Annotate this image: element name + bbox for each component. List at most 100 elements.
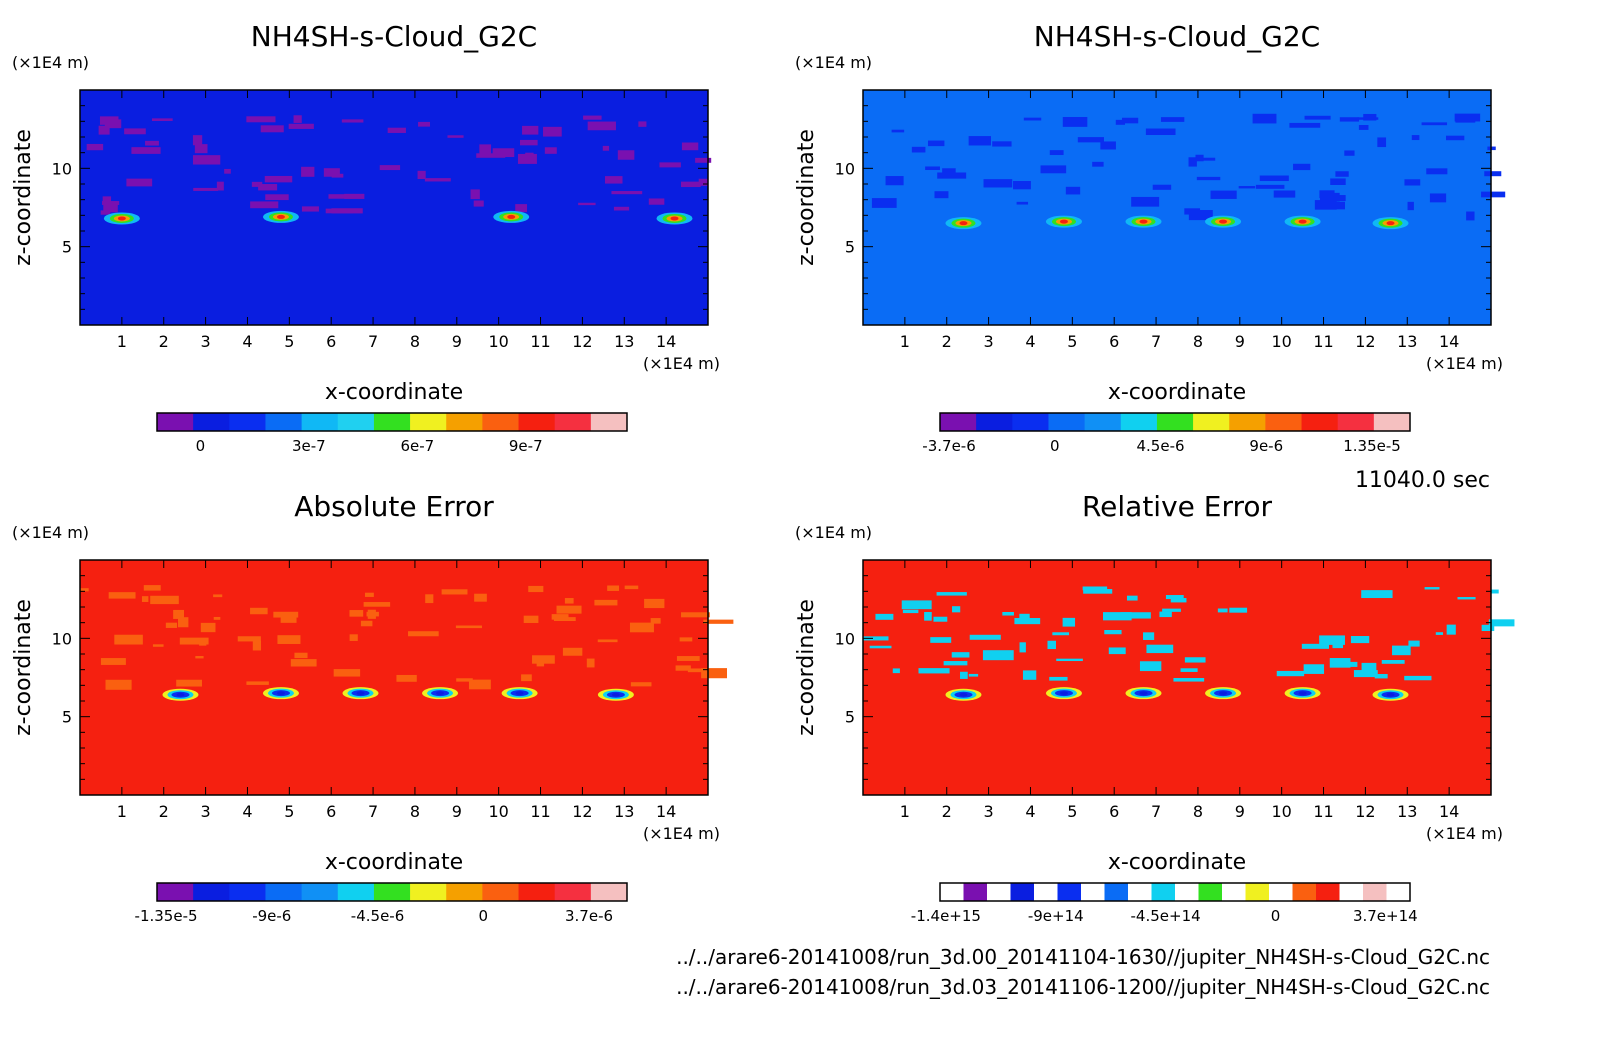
cloud-patch [1484, 171, 1502, 177]
x-tick-label: 12 [1355, 332, 1375, 351]
cloud-patch [150, 595, 179, 605]
cloud-patch [564, 598, 574, 604]
x-tick-label: 1 [900, 802, 910, 821]
colorbar-tick-label: 3.7e-6 [565, 907, 613, 925]
x-tick-label: 5 [1067, 332, 1077, 351]
cloud-patch [1446, 624, 1456, 635]
cloud-patch [195, 656, 204, 659]
cloud-patch [1353, 670, 1378, 678]
cloud-patch [681, 142, 699, 151]
cloud-patch [1062, 117, 1088, 127]
cloud-patch [1381, 660, 1405, 664]
colorbar-swatch [1301, 413, 1339, 431]
y-axis: 5 10 z-coordinate [11, 89, 708, 326]
x-tick-label: 5 [284, 802, 294, 821]
cloud-patch [1344, 150, 1355, 156]
x-tick-label: 3 [984, 332, 994, 351]
cloud-patch [273, 611, 299, 618]
cloud-patch [934, 191, 949, 199]
x-tick-label: 8 [410, 802, 420, 821]
x-tick-label: 2 [942, 332, 952, 351]
cloud-patch [293, 115, 302, 123]
x-tick-label: 14 [1439, 332, 1459, 351]
cloud-patch [968, 673, 979, 677]
hotspot-peak [1386, 221, 1395, 226]
cloud-patch [1252, 113, 1277, 124]
hotspot-3 [493, 210, 530, 223]
cloud-patch [892, 668, 900, 674]
cloud-patch [597, 639, 618, 643]
cloud-patch [1332, 639, 1344, 649]
cloud-patch [1023, 117, 1042, 121]
hotspot-peak [515, 691, 524, 695]
x-tick-label: 13 [1397, 802, 1417, 821]
x-tick-label: 9 [452, 802, 462, 821]
cloud-patch [1357, 117, 1379, 120]
hotspot-1 [162, 688, 199, 701]
x-axis: 1 2 3 4 5 6 7 8 9 10 11 12 13 14(×1E4 m)x-coordinate [862, 90, 1503, 405]
cloud-patch [1152, 184, 1172, 190]
cloud-patch [1121, 117, 1139, 124]
colorbar-swatch [265, 883, 303, 901]
colorbar-swatch [1012, 413, 1049, 431]
colorbar-swatch [518, 883, 556, 901]
cloud-patch [1276, 670, 1305, 677]
colorbar-frame [156, 882, 628, 902]
colorbar-swatch [337, 413, 375, 431]
x-tick-label: 4 [1025, 332, 1035, 351]
cloud-patch [1145, 128, 1176, 136]
cloud-patch [1196, 176, 1221, 181]
cloud-patch [1350, 636, 1370, 644]
cloud-patch [532, 655, 555, 664]
cloud-patch [1173, 678, 1205, 682]
colorbar-swatch [940, 413, 977, 431]
cloud-patch [1339, 117, 1360, 122]
cloud-patch [1100, 141, 1116, 150]
chart-title: Relative Error [1082, 490, 1273, 523]
colorbar-tick-label: -1.35e-5 [135, 907, 198, 925]
cloud-patch [224, 168, 231, 174]
hotspot-peak [1298, 691, 1307, 695]
cloud-patch [1404, 675, 1432, 681]
x-tick-label: 6 [326, 802, 336, 821]
cloud-patch [194, 144, 208, 154]
x-tick-label: 11 [530, 802, 550, 821]
cloud-patch [178, 617, 189, 628]
cloud-patch [80, 588, 89, 592]
cloud-patch [1047, 640, 1056, 650]
x-tick-label: 10 [1271, 802, 1291, 821]
colorbar-swatch [1339, 883, 1364, 901]
cloud-patch [556, 605, 582, 614]
cloud-patch [145, 140, 159, 146]
hotspot-1 [103, 212, 140, 225]
cloud-patch [277, 635, 301, 644]
cloud-patch [952, 606, 961, 613]
cloud-patch [265, 194, 289, 201]
cloud-layer [80, 585, 734, 690]
cloud-patch [102, 196, 112, 204]
cloud-patch [528, 585, 544, 593]
cloud-patch [141, 596, 149, 602]
colorbar-tick-label: -9e-6 [252, 907, 291, 925]
cloud-layer [871, 113, 1506, 221]
colorbar-swatch [373, 883, 411, 901]
cloud-patch [1335, 171, 1349, 177]
cloud-patch [1139, 661, 1162, 672]
x-axis: 1 2 3 4 5 6 7 8 9 10 11 12 13 14(×1E4 m)x-coordinate [862, 560, 1503, 875]
cloud-patch [455, 625, 482, 629]
colorbar-swatch [940, 883, 964, 901]
hotspot-peak [1059, 691, 1068, 695]
cloud-patch [1238, 186, 1256, 189]
x-tick-label: 13 [614, 802, 634, 821]
x-tick-label: 4 [1025, 802, 1035, 821]
cloud-patch [98, 125, 110, 135]
cloud-patch [863, 636, 889, 641]
cloud-patch [523, 615, 539, 623]
colorbar-swatch [1128, 883, 1152, 901]
cloud-patch [680, 181, 701, 188]
x-tick-label: 3 [201, 332, 211, 351]
cloud-patch [364, 592, 374, 597]
cloud-patch [1330, 178, 1346, 185]
cloud-patch [1131, 196, 1160, 207]
chart-panel-3: Absolute Error(×1E4 m)1 2 3 4 5 6 7 8 9 10 11 12 13 1… [11, 490, 734, 925]
